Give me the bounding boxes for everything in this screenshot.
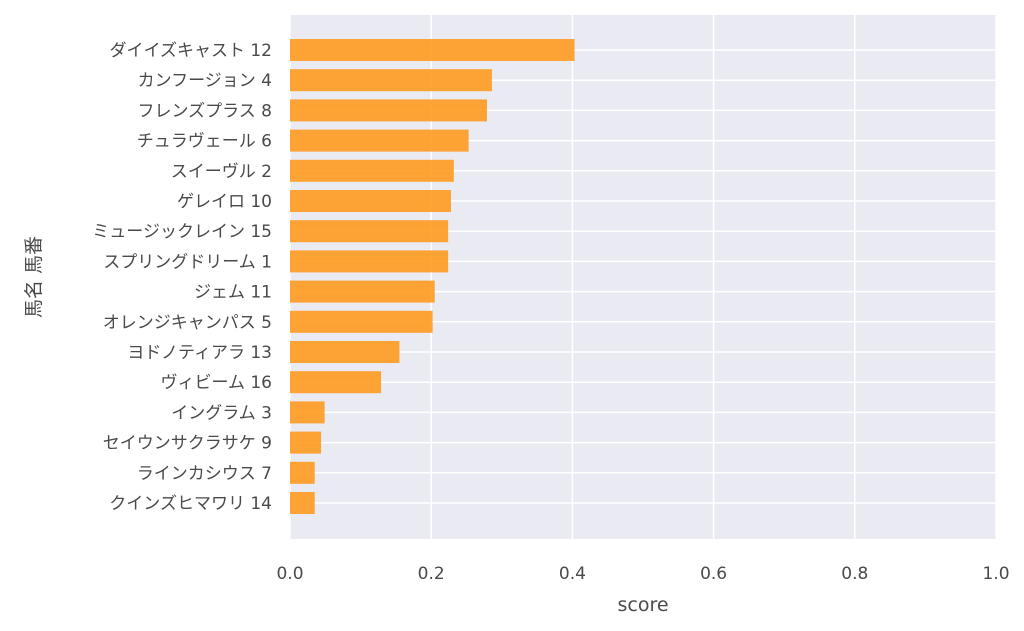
bar (290, 159, 454, 182)
x-tick-label: 1.0 (982, 564, 1009, 584)
bar (290, 99, 487, 122)
y-tick-label: カンフージョン 4 (138, 71, 272, 91)
plot-background (290, 15, 996, 539)
y-axis-title: 馬名 馬番 (23, 236, 45, 318)
bar (290, 401, 325, 424)
bar (290, 190, 451, 212)
y-tick-label: クインズヒマワリ 14 (109, 494, 272, 514)
x-tick-label: 0.2 (418, 564, 445, 584)
y-tick-label: セイウンサクラサケ 9 (103, 434, 272, 454)
y-tick-label: フレンズプラス 8 (137, 101, 272, 121)
y-tick-label: スイーヴル 2 (171, 162, 272, 182)
x-axis-title: score (617, 594, 668, 616)
bar (290, 129, 469, 152)
x-tick-label: 0.0 (276, 564, 303, 584)
y-tick-label: ジェム 11 (194, 283, 272, 303)
y-tick-labels: ダイイズキャスト 12 カンフージョン 4 フレンズプラス 8 チュラヴェール 6 スイ… (92, 41, 272, 514)
y-tick-label: オレンジキャンパス 5 (103, 313, 272, 333)
bar (290, 39, 575, 61)
y-tick-label: ラインカシウス 7 (137, 464, 272, 484)
y-tick-label: ヨドノティアラ 13 (127, 343, 272, 363)
bar (290, 220, 449, 243)
y-tick-label: イングラム 3 (171, 403, 272, 423)
y-tick-label: ゲレイロ 10 (177, 192, 272, 212)
bar (290, 310, 433, 333)
x-tick-label: 0.6 (700, 564, 727, 584)
bar (290, 250, 449, 273)
bar (290, 492, 315, 514)
y-tick-label: チュラヴェール 6 (137, 132, 272, 152)
bar (290, 461, 315, 484)
x-tick-labels: 0.0 0.2 0.4 0.6 0.8 1.0 (276, 564, 1009, 584)
y-tick-label: ヴィビーム 16 (160, 373, 272, 393)
bar (290, 341, 400, 363)
bar (290, 431, 322, 454)
y-tick-label: ミュージックレイン 15 (92, 222, 272, 242)
x-tick-label: 0.8 (841, 564, 868, 584)
y-tick-label: スプリングドリーム 1 (103, 252, 272, 272)
bar (290, 280, 435, 303)
bar (290, 371, 382, 394)
y-tick-label: ダイイズキャスト 12 (109, 41, 272, 61)
x-tick-label: 0.4 (559, 564, 586, 584)
bars (290, 39, 575, 514)
bar (290, 69, 492, 92)
